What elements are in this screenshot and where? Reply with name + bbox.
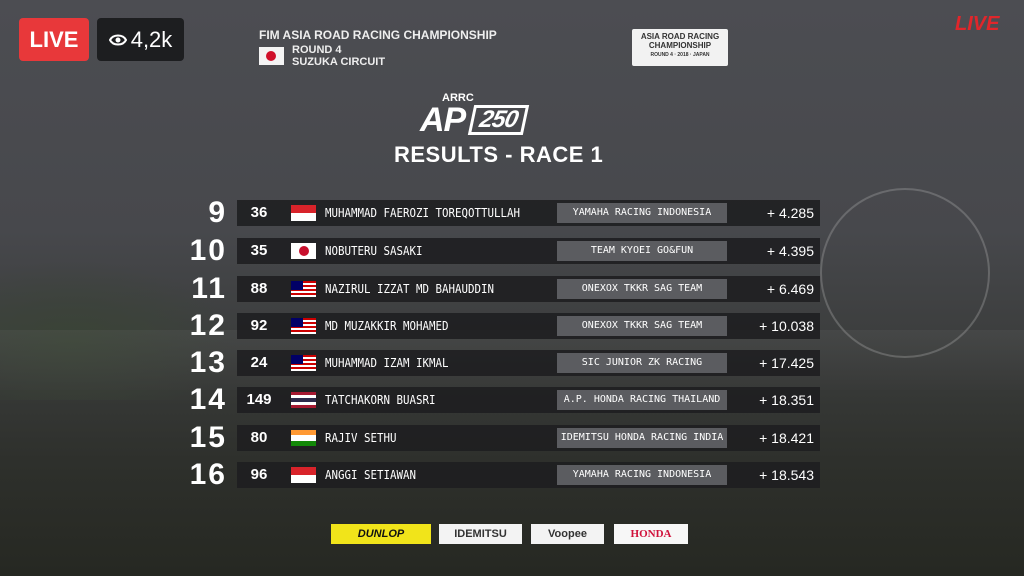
position: 16 (189, 458, 227, 491)
rider-name: NOBUTERU SASAKI (325, 244, 423, 258)
viewer-count-text: 4,2k (130, 26, 173, 52)
eye-icon (108, 34, 127, 45)
background-ferris-wheel (820, 188, 990, 358)
rider-number: 80 (250, 429, 268, 446)
time-gap: + 4.395 (766, 243, 814, 259)
time-gap: + 10.038 (759, 318, 814, 334)
result-row: 15 80 RAJIV SETHU IDEMITSU HONDA RACING … (0, 421, 1024, 454)
rider-name: ANGGI SETIAWAN (325, 468, 417, 482)
rider-name: MUHAMMAD FAEROZI TOREQOTTULLAH (325, 206, 521, 220)
sponsor-dunlop: DUNLOP (331, 524, 431, 544)
rider-number: 96 (250, 466, 268, 483)
live-badge: LIVE (19, 18, 89, 61)
result-bar: 35 NOBUTERU SASAKI TEAM KYOEI GO&FUN + 4… (237, 238, 820, 264)
time-gap: + 4.285 (766, 205, 814, 221)
ap250-logo: ARRC AP 250 (420, 92, 530, 139)
time-gap: + 17.425 (759, 355, 814, 371)
class-cc: 250 (468, 105, 530, 135)
rider-number: 92 (250, 317, 268, 334)
team-name: ONEXOX TKKR SAG TEAM (557, 316, 727, 336)
indonesia-flag-icon (291, 205, 316, 221)
rider-name: TATCHAKORN BUASRI (325, 393, 436, 407)
result-row: 11 88 NAZIRUL IZZAT MD BAHAUDDIN ONEXOX … (0, 272, 1024, 305)
result-row: 12 92 MD MUZAKKIR MOHAMED ONEXOX TKKR SA… (0, 309, 1024, 342)
team-name: YAMAHA RACING INDONESIA (557, 465, 727, 485)
rider-name: MUHAMMAD IZAM IKMAL (325, 356, 449, 370)
sponsor-voopee: Voopee (531, 524, 604, 544)
time-gap: + 18.543 (759, 467, 814, 483)
position: 12 (189, 309, 227, 342)
result-bar: 80 RAJIV SETHU IDEMITSU HONDA RACING IND… (237, 425, 820, 451)
page-title: RESULTS - RACE 1 (394, 142, 604, 167)
rider-number: 88 (250, 280, 268, 297)
position: 9 (208, 196, 227, 229)
result-row: 13 24 MUHAMMAD IZAM IKMAL SIC JUNIOR ZK … (0, 346, 1024, 379)
rider-number: 24 (250, 354, 268, 371)
time-gap: + 6.469 (766, 281, 814, 297)
result-bar: 96 ANGGI SETIAWAN YAMAHA RACING INDONESI… (237, 462, 820, 488)
malaysia-flag-icon (291, 281, 316, 297)
malaysia-flag-icon (291, 318, 316, 334)
result-bar: 88 NAZIRUL IZZAT MD BAHAUDDIN ONEXOX TKK… (237, 276, 820, 302)
rider-name: RAJIV SETHU (325, 431, 397, 445)
rider-number: 35 (250, 242, 268, 259)
result-bar: 24 MUHAMMAD IZAM IKMAL SIC JUNIOR ZK RAC… (237, 350, 820, 376)
indonesia-flag-icon (291, 467, 316, 483)
class-prefix: AP (420, 101, 466, 139)
rider-number: 149 (246, 391, 272, 408)
position: 10 (189, 234, 227, 267)
position: 15 (189, 421, 227, 454)
championship-title: FIM ASIA ROAD RACING CHAMPIONSHIP (259, 28, 497, 42)
time-gap: + 18.351 (759, 392, 814, 408)
rider-number: 36 (250, 204, 268, 221)
india-flag-icon (291, 430, 316, 446)
result-bar: 149 TATCHAKORN BUASRI A.P. HONDA RACING … (237, 387, 820, 413)
circuit-label: SUZUKA CIRCUIT (292, 56, 386, 68)
viewer-count: 4,2k (97, 18, 184, 61)
logo-sub: ROUND 4 · 2018 · JAPAN (650, 52, 710, 58)
japan-flag-icon (259, 47, 284, 65)
sponsor-idemitsu: IDEMITSU (439, 524, 522, 544)
rider-name: MD MUZAKKIR MOHAMED (325, 319, 449, 333)
malaysia-flag-icon (291, 355, 316, 371)
japan-flag-icon (291, 243, 316, 259)
result-row: 9 36 MUHAMMAD FAEROZI TOREQOTTULLAH YAMA… (0, 196, 1024, 229)
sponsor-honda: HONDA (614, 524, 688, 544)
live-label: LIVE (29, 26, 79, 52)
result-bar: 36 MUHAMMAD FAEROZI TOREQOTTULLAH YAMAHA… (237, 200, 820, 226)
position: 11 (191, 272, 227, 305)
arrc-logo: ASIA ROAD RACING CHAMPIONSHIP ROUND 4 · 2… (632, 29, 728, 66)
team-name: SIC JUNIOR ZK RACING (557, 353, 727, 373)
team-name: ONEXOX TKKR SAG TEAM (557, 279, 727, 299)
team-name: YAMAHA RACING INDONESIA (557, 203, 727, 223)
series-label: ARRC (442, 92, 474, 104)
round-label: ROUND 4 (292, 44, 342, 56)
rider-name: NAZIRUL IZZAT MD BAHAUDDIN (325, 282, 495, 296)
round-info: ROUND 4 SUZUKA CIRCUIT (292, 44, 385, 68)
background-grass (0, 260, 240, 400)
result-row: 16 96 ANGGI SETIAWAN YAMAHA RACING INDON… (0, 458, 1024, 491)
position: 14 (189, 383, 227, 416)
result-bar: 92 MD MUZAKKIR MOHAMED ONEXOX TKKR SAG T… (237, 313, 820, 339)
team-name: TEAM KYOEI GO&FUN (557, 241, 727, 261)
thailand-flag-icon (291, 392, 316, 408)
live-corner-logo: LIVE (955, 13, 1000, 35)
team-name: IDEMITSU HONDA RACING INDIA (557, 428, 727, 448)
team-name: A.P. HONDA RACING THAILAND (557, 390, 727, 410)
result-row: 14 149 TATCHAKORN BUASRI A.P. HONDA RACI… (0, 383, 1024, 416)
result-row: 10 35 NOBUTERU SASAKI TEAM KYOEI GO&FUN … (0, 234, 1024, 267)
position: 13 (189, 346, 227, 379)
logo-text: ASIA ROAD RACING CHAMPIONSHIP (640, 32, 720, 50)
time-gap: + 18.421 (759, 430, 814, 446)
